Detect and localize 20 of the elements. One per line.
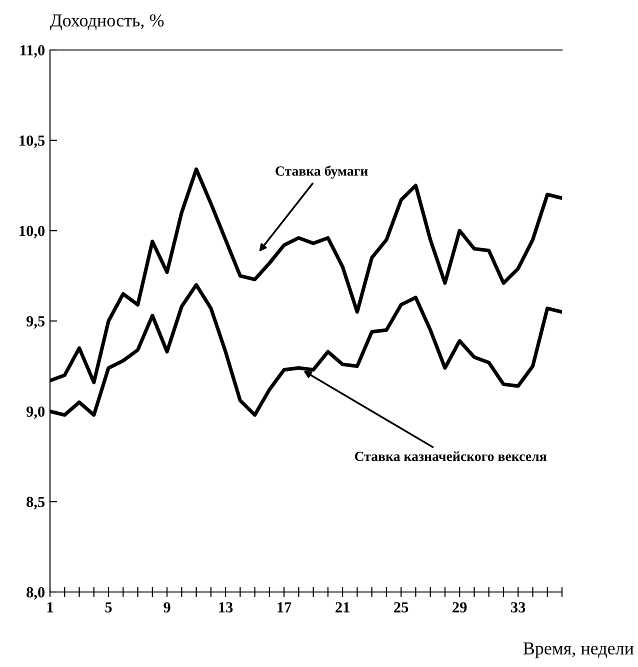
- x-tick-label: 13: [219, 602, 233, 612]
- x-tick-label: 33: [511, 602, 526, 612]
- x-tick-label: 29: [452, 602, 467, 612]
- text: Ставка бумаги: [276, 166, 368, 179]
- x-axis-title: Время, недели: [523, 642, 634, 658]
- x-tick-label: 9: [164, 602, 170, 612]
- y-tick-label: 9,5: [26, 316, 45, 329]
- y-tick-label: 10,5: [20, 135, 45, 148]
- x-tick-label: 21: [336, 602, 350, 612]
- x-tick-label: 5: [105, 602, 112, 612]
- y-tick-label: 8,0: [26, 587, 45, 600]
- x-tick-label: 25: [394, 602, 408, 612]
- x-tick-label: 1: [47, 602, 54, 612]
- text: Ставка казначейского векселя: [354, 451, 547, 462]
- x-tick-label: 17: [278, 602, 292, 612]
- y-tick-label: 11,0: [20, 45, 45, 58]
- y-tick-label: 8,5: [26, 496, 45, 510]
- y-axis-title: Доходность, %: [50, 14, 164, 30]
- y-tick-label: 9,0: [26, 406, 45, 419]
- y-tick-label: 10,0: [20, 226, 45, 238]
